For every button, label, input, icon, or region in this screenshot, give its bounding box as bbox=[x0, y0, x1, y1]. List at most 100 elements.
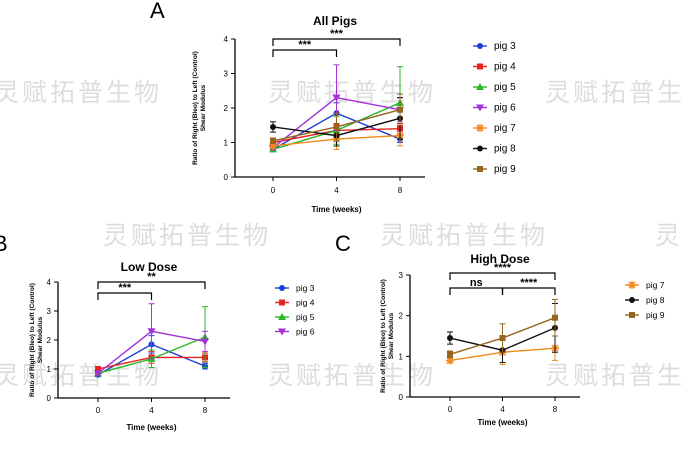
legend-label: pig 8 bbox=[494, 144, 516, 155]
significance-bracket bbox=[501, 287, 556, 295]
panel-label-c: C bbox=[335, 231, 351, 256]
x-tick-label: 8 bbox=[203, 406, 208, 415]
y-tick-label: 0 bbox=[47, 394, 52, 403]
chart-panel-0: All Pigs 0 1 2 3 4 0 4 8 Time (weeks) Ratio of Rig… bbox=[192, 14, 516, 214]
x-axis-label: Time (weeks) bbox=[311, 205, 361, 214]
data-point bbox=[333, 123, 340, 130]
legend-marker bbox=[476, 124, 484, 132]
y-tick-label: 3 bbox=[47, 307, 52, 316]
legend-marker bbox=[278, 328, 286, 336]
y-tick-label: 3 bbox=[399, 271, 404, 280]
y-axis-label-line: Shear Modulus bbox=[388, 312, 395, 359]
watermark: 灵赋拓普生 bbox=[545, 361, 686, 390]
y-axis-label: Ratio of Right (Bleo) to Left (Control)S… bbox=[192, 51, 207, 165]
legend-label: pig 5 bbox=[296, 312, 315, 322]
chart-panel-1: Low Dose 0 1 2 3 4 0 4 8 Time (weeks) Ratio of Rig… bbox=[29, 260, 315, 432]
legend-label: pig 6 bbox=[494, 103, 516, 114]
chart-title: High Dose bbox=[470, 252, 530, 266]
panel-label-b: B bbox=[0, 231, 8, 256]
chart-title: Low Dose bbox=[121, 260, 178, 274]
significance-label: ns bbox=[470, 277, 483, 289]
y-tick-label: 2 bbox=[224, 104, 229, 113]
legend-entry: pig 8 bbox=[625, 295, 665, 305]
data-point bbox=[447, 335, 453, 342]
significance-bracket bbox=[272, 38, 401, 46]
significance-label: *** bbox=[118, 282, 132, 294]
legend-marker bbox=[629, 312, 635, 318]
y-tick-label: 0 bbox=[224, 173, 229, 182]
legend-label: pig 4 bbox=[296, 298, 315, 308]
series-pig-6 bbox=[94, 303, 209, 378]
y-tick-label: 1 bbox=[399, 352, 404, 361]
y-axis-label-line: Ratio of Right (Bleo) to Left (Control) bbox=[192, 51, 199, 165]
x-tick-label: 8 bbox=[553, 405, 558, 414]
watermark: 灵 bbox=[655, 221, 684, 250]
legend-label: pig 7 bbox=[646, 280, 665, 290]
significance-bracket bbox=[97, 292, 153, 300]
watermark: 灵赋拓普生物 bbox=[380, 221, 549, 250]
legend-marker bbox=[279, 299, 285, 306]
legend-marker bbox=[477, 43, 483, 49]
y-axis-label-line: Ratio of Right (Bleo) to Left (Control) bbox=[380, 279, 387, 393]
data-point bbox=[270, 123, 276, 130]
x-tick-label: 4 bbox=[149, 406, 154, 415]
significance-bracket bbox=[272, 49, 338, 57]
x-axis-label: Time (weeks) bbox=[477, 418, 527, 427]
data-point bbox=[446, 356, 454, 365]
y-tick-label: 4 bbox=[47, 278, 52, 287]
legend-marker bbox=[476, 104, 484, 112]
series-pig-9 bbox=[447, 298, 558, 359]
panel-label-a: A bbox=[150, 0, 165, 23]
data-point bbox=[270, 137, 276, 144]
significance-label: *** bbox=[298, 39, 312, 51]
legend-marker bbox=[629, 297, 635, 303]
x-tick-label: 4 bbox=[334, 186, 339, 195]
data-point bbox=[147, 328, 156, 336]
data-point bbox=[94, 370, 102, 378]
y-tick-label: 2 bbox=[47, 336, 52, 345]
legend-label: pig 7 bbox=[494, 123, 516, 134]
legend-marker bbox=[278, 313, 286, 320]
data-point bbox=[332, 94, 341, 102]
y-tick-label: 1 bbox=[224, 139, 229, 148]
legend-entry: pig 7 bbox=[625, 280, 665, 290]
legend-entry: pig 5 bbox=[275, 312, 315, 322]
legend-label: pig 5 bbox=[494, 82, 516, 93]
watermark: 灵赋拓普生物 bbox=[0, 361, 163, 390]
x-tick-label: 4 bbox=[500, 405, 505, 414]
legend-entry: pig 4 bbox=[473, 62, 516, 73]
data-point bbox=[552, 314, 558, 321]
legend-label: pig 8 bbox=[646, 295, 665, 305]
data-point bbox=[447, 351, 453, 358]
watermark: 灵赋拓普生物 bbox=[0, 78, 163, 107]
x-tick-label: 0 bbox=[96, 406, 101, 415]
y-axis-label-line: Ratio of Right (Bleo) to Left (Control) bbox=[29, 283, 36, 397]
significance-bracket bbox=[449, 272, 556, 280]
legend-entry: pig 5 bbox=[473, 82, 516, 93]
legend-marker bbox=[477, 145, 483, 152]
y-axis-label-line: Shear Modulus bbox=[200, 84, 207, 131]
legend-marker bbox=[279, 285, 285, 291]
significance-label: **** bbox=[520, 277, 538, 289]
watermark: 灵赋拓普生物 bbox=[268, 78, 437, 107]
legend-label: pig 9 bbox=[646, 310, 665, 320]
legend-label: pig 3 bbox=[296, 283, 315, 293]
data-point bbox=[269, 141, 277, 150]
legend-entry: pig 8 bbox=[473, 144, 516, 155]
y-axis-label: Ratio of Right (Bleo) to Left (Control)S… bbox=[380, 279, 395, 393]
legend-marker bbox=[628, 281, 636, 289]
series-pig-9 bbox=[270, 93, 403, 145]
legend-entry: pig 4 bbox=[275, 298, 315, 308]
significance-label: *** bbox=[330, 28, 344, 40]
legend-marker bbox=[477, 166, 483, 172]
data-point bbox=[499, 335, 506, 342]
x-tick-label: 8 bbox=[398, 186, 403, 195]
y-tick-label: 2 bbox=[399, 312, 404, 321]
y-tick-label: 0 bbox=[399, 393, 404, 402]
legend-label: pig 3 bbox=[494, 41, 516, 52]
legend-label: pig 6 bbox=[296, 327, 315, 337]
y-axis-label: Ratio of Right (Bleo) to Left (Control)S… bbox=[29, 283, 44, 397]
watermark: 灵赋拓普生物 bbox=[103, 221, 272, 250]
y-tick-label: 4 bbox=[224, 35, 229, 44]
